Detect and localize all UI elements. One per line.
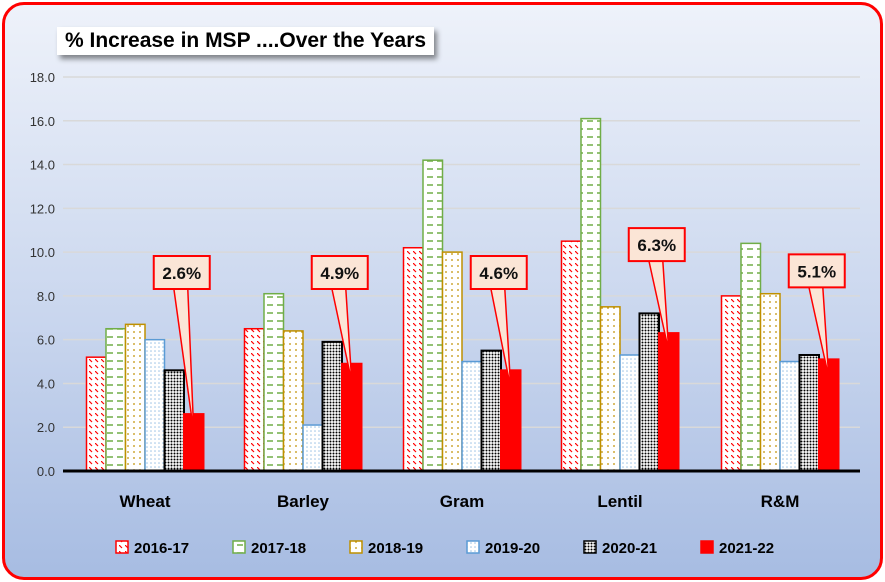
legend-label: 2016-17 <box>134 540 189 557</box>
bar-2018-19-Barley <box>282 330 304 472</box>
bar-2017-18-Lentil <box>580 117 602 472</box>
y-tick-label: 16.0 <box>30 114 55 129</box>
legend-label: 2017-18 <box>251 540 306 557</box>
y-tick-label: 6.0 <box>37 333 55 348</box>
legend-swatch-2021-22 <box>700 540 714 554</box>
legend-label: 2021-22 <box>719 540 774 557</box>
legend-label: 2019-20 <box>485 540 540 557</box>
data-label: 4.6% <box>479 264 518 283</box>
data-label: 2.6% <box>162 264 201 283</box>
y-tick-label: 14.0 <box>30 158 55 173</box>
data-label: 5.1% <box>797 262 836 281</box>
data-label: 6.3% <box>637 236 676 255</box>
legend-label: 2018-19 <box>368 540 423 557</box>
bar-2020-21-Wheat <box>163 369 185 472</box>
bar-2017-18-Wheat <box>105 327 127 472</box>
category-label: R&M <box>761 492 800 511</box>
bar-2019-20-R&M <box>779 360 801 472</box>
y-tick-label: 0.0 <box>37 464 55 479</box>
y-tick-label: 8.0 <box>37 289 55 304</box>
bar-2019-20-Wheat <box>144 338 166 472</box>
bar-2021-22-Lentil <box>658 332 680 472</box>
legend-swatch-2018-19 <box>349 540 363 554</box>
bar-2020-21-Lentil <box>638 312 660 472</box>
y-tick-label: 18.0 <box>30 70 55 85</box>
data-label-callout <box>469 255 528 290</box>
bar-chart: 0.0 2.0 4.0 6.0 8.0 10.0 12.0 14.0 16.0 18.0 Wheat… <box>30 70 860 557</box>
category-label: Wheat <box>120 492 171 511</box>
bar-2019-20-Barley <box>302 424 324 472</box>
category-label: Barley <box>277 492 330 511</box>
y-tick-label: 12.0 <box>30 201 55 216</box>
data-label-callout <box>627 227 686 263</box>
y-tick-label: 10.0 <box>30 245 55 260</box>
bar-2020-21-Gram <box>480 349 502 472</box>
legend-swatch-2016-17 <box>115 540 129 554</box>
bar-2020-21-R&M <box>798 353 820 472</box>
bar-2016-17-Wheat <box>85 356 107 472</box>
bar-2018-19-Gram <box>441 251 463 472</box>
bar-2018-19-Wheat <box>124 323 146 472</box>
bar-2018-19-R&M <box>759 292 781 472</box>
category-label: Gram <box>440 492 484 511</box>
category-label: Lentil <box>597 492 642 511</box>
bar-2018-19-Lentil <box>599 306 621 472</box>
bar-2017-18-R&M <box>740 242 762 472</box>
bar-2016-17-R&M <box>720 295 742 472</box>
bar-2017-18-Gram <box>422 159 444 472</box>
legend-swatch-2017-18 <box>232 540 246 554</box>
bar-2016-17-Barley <box>243 327 265 472</box>
y-tick-label: 4.0 <box>37 376 55 391</box>
bar-2017-18-Barley <box>263 292 285 472</box>
bar-2019-20-Lentil <box>619 354 641 472</box>
data-label-callout <box>152 255 211 290</box>
legend-swatch-2020-21 <box>583 540 597 554</box>
legend-label: 2020-21 <box>602 540 657 557</box>
data-label-callout <box>310 255 369 290</box>
bar-2016-17-Lentil <box>560 240 582 472</box>
chart-title: % Increase in MSP ....Over the Years <box>57 27 435 55</box>
y-tick-label: 2.0 <box>37 420 55 435</box>
bar-2016-17-Gram <box>402 246 424 472</box>
bar-2020-21-Barley <box>321 340 343 472</box>
data-label: 4.9% <box>320 264 359 283</box>
data-label-callout <box>787 253 846 289</box>
bar-2019-20-Gram <box>461 360 483 472</box>
legend-swatch-2019-20 <box>466 540 480 554</box>
